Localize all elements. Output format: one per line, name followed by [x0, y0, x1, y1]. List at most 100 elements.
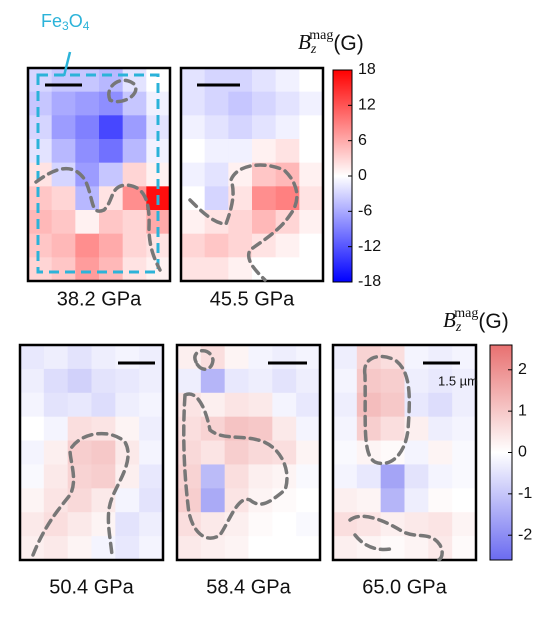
heatmap-cell: [228, 91, 253, 116]
heatmap-cell: [28, 210, 53, 235]
heatmap-cell: [452, 536, 477, 561]
heatmap-cell: [75, 139, 100, 164]
label-part: O: [69, 11, 83, 31]
heatmap-cell: [296, 440, 321, 465]
heatmap-cell: [333, 345, 358, 370]
heatmap-cell: [20, 392, 45, 418]
heatmap-cell: [139, 368, 164, 394]
heatmap-cell: [200, 440, 226, 465]
heatmap-cell: [252, 139, 277, 164]
heatmap-cell: [20, 512, 45, 537]
heatmap-cell: [177, 416, 202, 442]
domain-outline: [31, 431, 130, 557]
heatmap-cell: [272, 512, 297, 537]
heatmap-cell: [181, 186, 206, 211]
heatmap-cell: [452, 392, 477, 418]
heatmap-cell: [200, 536, 226, 561]
heatmap-cell: [122, 257, 147, 282]
domain-outline: [188, 163, 299, 282]
heatmap-cell: [28, 233, 53, 258]
heatmap-cell: [224, 512, 249, 537]
heatmap-cell: [28, 115, 53, 140]
domain-outline: [348, 354, 444, 562]
heatmap-cell: [252, 115, 277, 140]
heatmap-cell: [333, 464, 358, 489]
heatmap-cell: [428, 512, 453, 537]
heatmap-cell: [91, 440, 116, 465]
heatmap-cell: [404, 464, 429, 489]
heatmap-cell: [99, 139, 124, 164]
heatmap-cell: [272, 368, 297, 394]
label-symbol: B: [443, 308, 456, 332]
heatmap-cell: [204, 115, 229, 140]
heatmap-cell: [20, 464, 45, 489]
heatmap-cell: [204, 257, 229, 282]
heatmap-cell: [452, 512, 477, 537]
heatmap-cell: [122, 115, 147, 140]
heatmap-cell: [224, 392, 249, 418]
heatmap-cell: [204, 91, 229, 116]
heatmap-cell: [91, 416, 116, 442]
heatmap-cell: [333, 512, 358, 537]
heatmap-cell: [139, 512, 164, 537]
colorbar-tick-label: 1: [518, 402, 527, 419]
heatmap-cell: [181, 162, 206, 187]
heatmap-cell: [67, 368, 92, 394]
label-unit: (G): [333, 32, 363, 55]
annotation-arrow: [62, 51, 72, 77]
heatmap-cell: [43, 536, 69, 561]
heatmap-cell: [224, 464, 249, 489]
panel-title: 45.5 GPa: [210, 288, 295, 310]
heatmap-cell: [99, 210, 124, 235]
heatmap-cell: [181, 139, 206, 164]
heatmap-cell: [275, 139, 300, 164]
heatmap-cell: [139, 488, 164, 513]
heatmap-cell: [181, 210, 206, 235]
colorbar-tick-label: -12: [358, 238, 381, 255]
heatmap-cell: [299, 233, 324, 258]
heatmap-cell: [181, 115, 206, 140]
heatmap-cell: [99, 257, 124, 282]
fe3o4-region: [36, 73, 160, 274]
heatmap-cell: [115, 464, 140, 489]
heatmap-cell: [51, 139, 76, 164]
colorbar-label: Bzmag(G): [298, 28, 364, 57]
heatmap-cell: [51, 162, 76, 187]
heatmap-cell: [139, 440, 164, 465]
heatmap-cell: [333, 488, 358, 513]
heatmap-cell: [248, 392, 273, 418]
heatmap-cell: [296, 392, 321, 418]
heatmap-cell: [299, 115, 324, 140]
heatmap-cell: [28, 257, 53, 282]
heatmap-cell: [404, 440, 429, 465]
heatmap-cell: [272, 416, 297, 442]
heatmap-cell: [272, 488, 297, 513]
heatmap-cell: [115, 368, 140, 394]
heatmap-cell: [224, 488, 249, 513]
heatmap-cell: [177, 440, 202, 465]
heatmap-cell: [43, 345, 69, 370]
heatmap-cell: [224, 536, 249, 561]
heatmap-cell: [177, 464, 202, 489]
heatmap-cell: [428, 464, 453, 489]
heatmap-cell: [91, 368, 116, 394]
heatmap-cell: [272, 392, 297, 418]
heatmap-cell: [122, 186, 147, 211]
heatmap-cell: [115, 536, 140, 561]
heatmap-cell: [43, 464, 69, 489]
panel-title: 50.4 GPa: [49, 576, 134, 598]
heatmap-cell: [122, 162, 147, 187]
heatmap-cell: [299, 186, 324, 211]
heatmap-cell: [296, 536, 321, 561]
material-label: Fe3O4: [41, 11, 90, 33]
heatmap-cell: [200, 488, 226, 513]
heatmap-cell: [380, 368, 405, 394]
label-superscript: mag: [454, 306, 478, 321]
colorbar-tick-label: -2: [518, 526, 532, 543]
heatmap-cell: [28, 68, 53, 93]
heatmap-cell: [122, 139, 147, 164]
panel-title: 58.4 GPa: [206, 576, 291, 598]
heatmap-cell: [115, 512, 140, 537]
heatmap-cell: [91, 345, 116, 370]
heatmap-cell: [428, 368, 453, 394]
